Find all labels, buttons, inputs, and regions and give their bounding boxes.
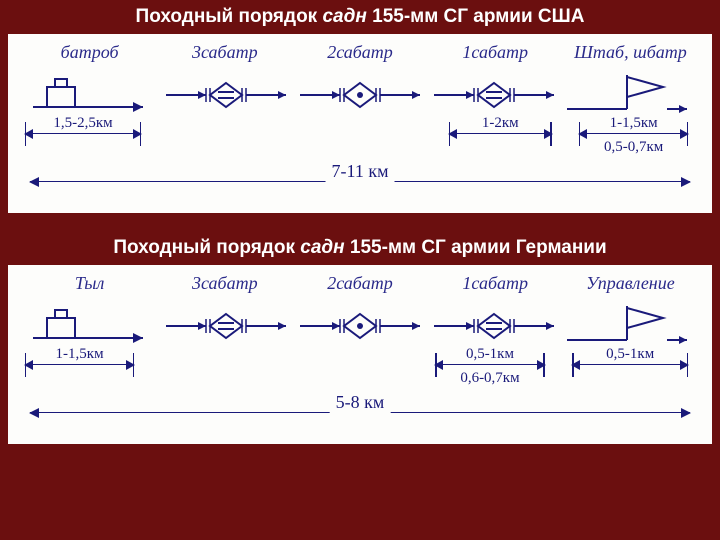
panel-germany: Тыл 3сабатр 2сабатр 1сабатр Управление xyxy=(8,265,712,444)
unit-label: Управление xyxy=(563,273,698,294)
unit-symbol-flag xyxy=(560,304,694,348)
title-italic: садн xyxy=(300,237,344,258)
unit-symbol-tail_box xyxy=(26,304,160,348)
dim-label: 1,5-2,5км xyxy=(53,115,112,132)
unit-label: 1сабатр xyxy=(428,273,563,294)
panel-usa: батроб 3сабатр 2сабатр 1сабатр Штаб, шба… xyxy=(8,34,712,213)
title-pre: Походный порядок xyxy=(136,6,323,27)
dimension-line xyxy=(449,133,552,147)
dim-label: 0,6-0,7км xyxy=(460,370,519,387)
total-usa: 7-11 км xyxy=(18,169,702,199)
unit-label: 1сабатр xyxy=(428,42,563,63)
dim-label: 1-2км xyxy=(482,115,519,132)
dim-label: 0,5-1км xyxy=(466,346,514,363)
unit-label: 2сабатр xyxy=(292,42,427,63)
symbols-usa xyxy=(18,69,702,121)
unit-label: Тыл xyxy=(22,273,157,294)
unit-label: 3сабатр xyxy=(157,42,292,63)
dimension-line xyxy=(25,364,134,378)
title-post: 155-мм СГ армии США xyxy=(367,6,585,27)
unit-label: 2сабатр xyxy=(292,273,427,294)
total-label: 5-8 км xyxy=(330,392,391,413)
unit-symbol-diamond_dot xyxy=(293,304,427,348)
dim-label: 1-1,5км xyxy=(610,115,658,132)
unit-label: батроб xyxy=(22,42,157,63)
unit-labels-usa: батроб 3сабатр 2сабатр 1сабатр Штаб, шба… xyxy=(18,42,702,69)
title-germany: Походный порядок садн 155-мм СГ армии Ге… xyxy=(0,231,720,265)
title-usa: Походный порядок садн 155-мм СГ армии СШ… xyxy=(0,0,720,34)
total-germany: 5-8 км xyxy=(18,400,702,430)
dims-usa: 1,5-2,5км1-2км1-1,5км0,5-0,7км xyxy=(18,125,702,163)
title-post: 155-мм СГ армии Германии xyxy=(345,237,607,258)
unit-symbol-diamond_dot xyxy=(293,73,427,117)
dimension-line xyxy=(25,133,141,147)
unit-symbol-diamond_eq xyxy=(160,73,294,117)
unit-label: 3сабатр xyxy=(157,273,292,294)
title-pre: Походный порядок xyxy=(113,237,300,258)
dims-germany: 1-1,5км0,5-1км0,6-0,7км0,5-1км xyxy=(18,356,702,394)
unit-symbol-tail_box xyxy=(26,73,160,117)
unit-symbol-diamond_eq xyxy=(427,304,561,348)
unit-symbol-diamond_eq xyxy=(160,304,294,348)
dimension-line xyxy=(572,364,688,378)
dim-label: 1-1,5км xyxy=(56,346,104,363)
symbols-germany xyxy=(18,300,702,352)
spacer xyxy=(0,213,720,231)
unit-label: Штаб, шбатр xyxy=(563,42,698,63)
dim-label: 0,5-1км xyxy=(606,346,654,363)
dim-label: 0,5-0,7км xyxy=(604,139,663,156)
unit-symbol-diamond_eq xyxy=(427,73,561,117)
total-label: 7-11 км xyxy=(326,161,395,182)
unit-symbol-flag xyxy=(560,73,694,117)
unit-labels-germany: Тыл 3сабатр 2сабатр 1сабатр Управление xyxy=(18,273,702,300)
title-italic: садн xyxy=(322,6,366,27)
